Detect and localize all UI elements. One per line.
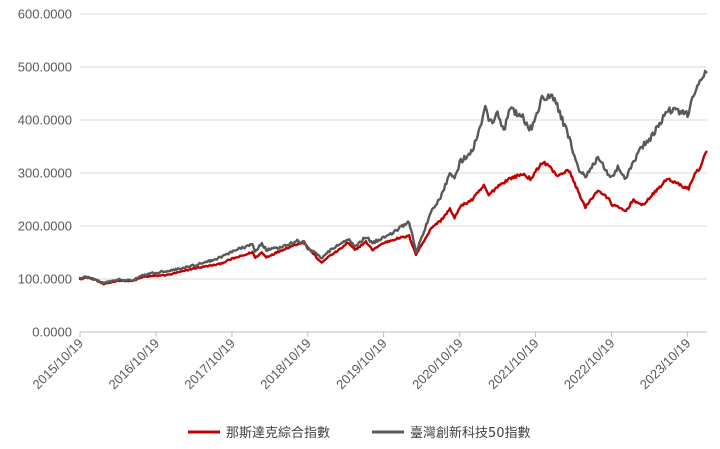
y-tick-label: 0.0000 bbox=[32, 325, 72, 340]
y-tick-label: 400.0000 bbox=[18, 113, 72, 128]
y-tick-label: 600.0000 bbox=[18, 7, 72, 22]
x-axis: 2015/10/19 2016/10/19 2017/10/19 2018/10/19… bbox=[29, 331, 707, 393]
x-tick-label: 2022/10/19 bbox=[561, 336, 618, 393]
x-tick-label: 2020/10/19 bbox=[409, 336, 466, 393]
x-tick-label: 2023/10/19 bbox=[637, 336, 694, 393]
legend-label-2: 臺灣創新科技50指數 bbox=[410, 425, 531, 441]
x-tick-label: 2018/10/19 bbox=[257, 336, 314, 393]
x-tick-label: 2015/10/19 bbox=[29, 336, 86, 393]
series-line-2 bbox=[78, 69, 708, 285]
y-axis: 0.0000 100.0000 200.0000 300.0000 400.0000 50… bbox=[18, 7, 72, 340]
x-tick-label: 2021/10/19 bbox=[485, 336, 542, 393]
gridlines bbox=[80, 13, 707, 280]
y-tick-label: 100.0000 bbox=[18, 272, 72, 287]
y-tick-label: 300.0000 bbox=[18, 166, 72, 181]
series-line-1 bbox=[78, 150, 708, 286]
x-tick-label: 2019/10/19 bbox=[333, 336, 390, 393]
x-tick-label: 2017/10/19 bbox=[181, 336, 238, 393]
legend: 那斯達克綜合指數 臺灣創新科技50指數 bbox=[188, 425, 531, 441]
series-lines bbox=[78, 69, 708, 286]
y-tick-label: 500.0000 bbox=[18, 60, 72, 75]
y-tick-label: 200.0000 bbox=[18, 219, 72, 234]
legend-label-1: 那斯達克綜合指數 bbox=[226, 426, 330, 441]
x-tick-label: 2016/10/19 bbox=[106, 336, 163, 393]
